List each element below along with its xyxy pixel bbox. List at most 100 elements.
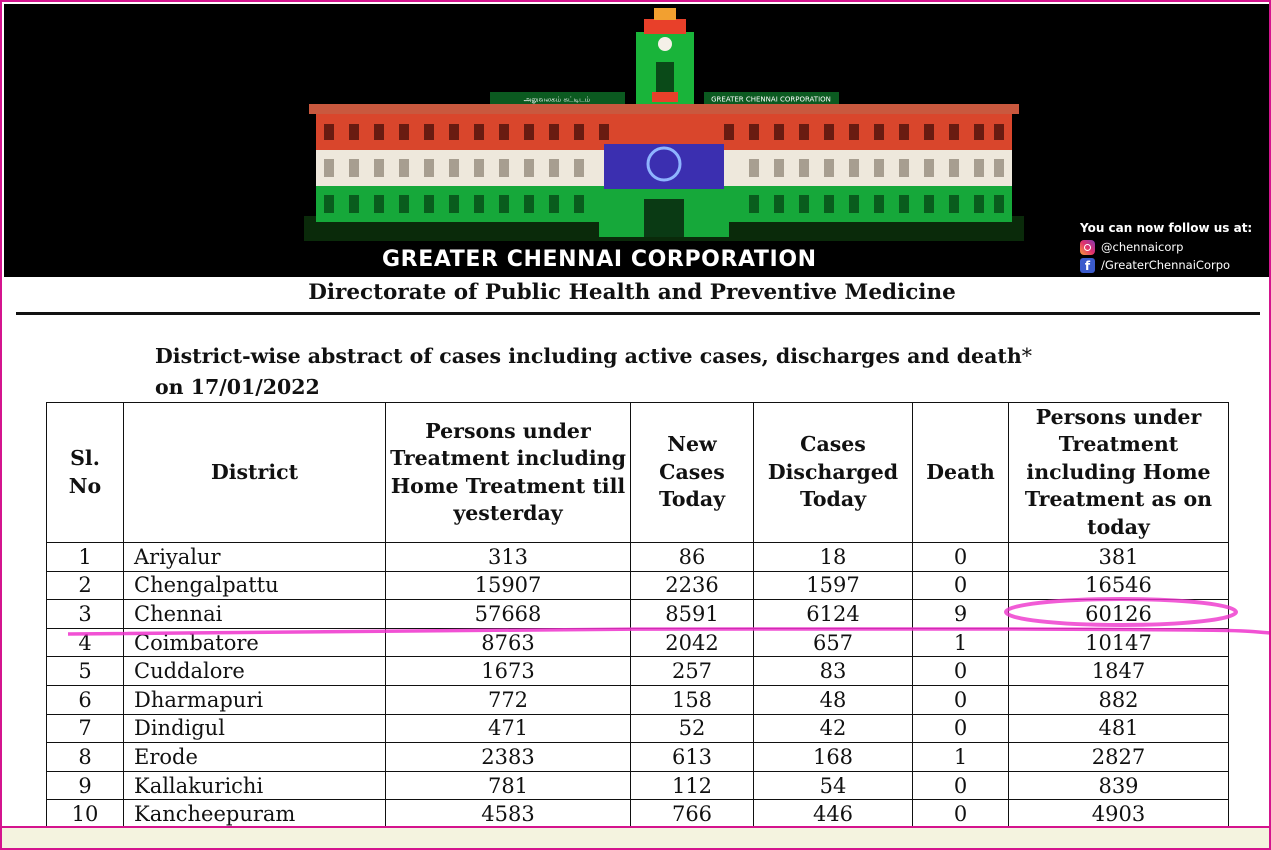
discharged-cell: 83 <box>753 656 913 686</box>
district-cell: Ariyalur <box>123 542 386 572</box>
district-cell: Kallakurichi <box>123 770 386 801</box>
treatment-yesterday-cell: 2383 <box>385 742 631 772</box>
sl-no-cell: 10 <box>46 799 124 826</box>
new-cases-cell: 158 <box>630 684 754 715</box>
death-cell: 1 <box>912 627 1009 658</box>
discharged-cell: 446 <box>753 799 913 826</box>
subtitle-line1: District-wise abstract of cases includin… <box>155 344 1022 368</box>
treatment-yesterday-cell: 4583 <box>385 799 631 826</box>
building-illustration: அலுவலகம் கட்டிடம் GREATER CHENNAI CORPOR… <box>4 4 1269 277</box>
follow-heading: You can now follow us at: <box>1080 221 1253 235</box>
sl-no-cell: 8 <box>46 742 124 772</box>
table-row: 8 Erode 2383 613 168 1 2827 <box>46 742 1229 772</box>
table-row: 4 Coimbatore 8763 2042 657 1 10147 <box>46 627 1229 658</box>
facebook-handle: /GreaterChennaiCorpo <box>1101 258 1231 272</box>
subtitle-asterisk: * <box>1021 344 1033 368</box>
table-row: 5 Cuddalore 1673 257 83 0 1847 <box>46 656 1229 686</box>
sl-no-cell: 5 <box>46 656 124 686</box>
new-cases-cell: 8591 <box>630 599 754 629</box>
instagram-link[interactable]: @chennaicorp <box>1080 238 1252 256</box>
sl-no-cell: 1 <box>46 542 124 572</box>
discharged-cell: 657 <box>753 627 913 658</box>
discharged-cell: 42 <box>753 713 913 744</box>
death-cell: 0 <box>912 770 1009 801</box>
sl-no-cell: 9 <box>46 770 124 801</box>
sl-no-cell: 6 <box>46 684 124 715</box>
treatment-today-cell: 839 <box>1008 770 1229 801</box>
discharged-cell: 54 <box>753 770 913 801</box>
bottom-bar <box>0 826 1271 850</box>
district-cell: Dindigul <box>123 713 386 744</box>
treatment-yesterday-cell: 772 <box>385 684 631 715</box>
instagram-icon <box>1080 239 1095 255</box>
death-cell: 0 <box>912 713 1009 744</box>
new-cases-cell: 2042 <box>630 627 754 658</box>
discharged-cell: 6124 <box>753 599 913 629</box>
treatment-yesterday-cell: 57668 <box>385 599 631 629</box>
report-subtitle: District-wise abstract of cases includin… <box>155 341 1032 403</box>
treatment-yesterday-cell: 15907 <box>385 570 631 601</box>
treatment-today-cell: 16546 <box>1008 570 1229 601</box>
sign-right: GREATER CHENNAI CORPORATION <box>711 96 831 104</box>
table-row: 9 Kallakurichi 781 112 54 0 839 <box>46 770 1229 801</box>
treatment-today-cell: 1847 <box>1008 656 1229 686</box>
new-cases-cell: 86 <box>630 542 754 572</box>
death-cell: 0 <box>912 542 1009 572</box>
facebook-link[interactable]: f /GreaterChennaiCorpo <box>1080 256 1252 274</box>
discharged-cell: 48 <box>753 684 913 715</box>
new-cases-cell: 766 <box>630 799 754 826</box>
treatment-today-cell: 60126 <box>1008 599 1229 629</box>
district-cell: Chennai <box>123 599 386 629</box>
table-row: 7 Dindigul 471 52 42 0 481 <box>46 713 1229 744</box>
table-row: 6 Dharmapuri 772 158 48 0 882 <box>46 684 1229 715</box>
treatment-today-cell: 882 <box>1008 684 1229 715</box>
treatment-today-cell: 10147 <box>1008 627 1229 658</box>
header-treatment-today: Persons under Treatment including Home T… <box>1008 402 1229 543</box>
new-cases-cell: 257 <box>630 656 754 686</box>
treatment-yesterday-cell: 8763 <box>385 627 631 658</box>
social-follow: You can now follow us at: @chennaicorp f… <box>1080 218 1252 274</box>
discharged-cell: 1597 <box>753 570 913 601</box>
header-new-cases: New Cases Today <box>630 402 754 543</box>
new-cases-cell: 2236 <box>630 570 754 601</box>
document-frame: அலுவலகம் கட்டிடம் GREATER CHENNAI CORPOR… <box>0 0 1271 826</box>
treatment-today-cell: 4903 <box>1008 799 1229 826</box>
header-discharged: Cases Discharged Today <box>753 402 913 543</box>
organization-title: GREATER CHENNAI CORPORATION <box>382 247 817 272</box>
district-cell: Dharmapuri <box>123 684 386 715</box>
treatment-today-cell: 2827 <box>1008 742 1229 772</box>
death-cell: 0 <box>912 570 1009 601</box>
report-date: on 17/01/2022 <box>155 375 320 399</box>
treatment-yesterday-cell: 1673 <box>385 656 631 686</box>
header-death: Death <box>912 402 1009 543</box>
death-cell: 1 <box>912 742 1009 772</box>
treatment-today-cell: 481 <box>1008 713 1229 744</box>
treatment-yesterday-cell: 471 <box>385 713 631 744</box>
death-cell: 0 <box>912 684 1009 715</box>
death-cell: 0 <box>912 799 1009 826</box>
banner: அலுவலகம் கட்டிடம் GREATER CHENNAI CORPOR… <box>4 4 1269 277</box>
death-cell: 9 <box>912 599 1009 629</box>
directorate-heading: Directorate of Public Health and Prevent… <box>308 280 956 305</box>
new-cases-cell: 112 <box>630 770 754 801</box>
sl-no-cell: 2 <box>46 570 124 601</box>
district-cell: Coimbatore <box>123 627 386 658</box>
district-cell: Cuddalore <box>123 656 386 686</box>
district-cell: Kancheepuram <box>123 799 386 826</box>
table-row: 3 Chennai 57668 8591 6124 9 60126 <box>46 599 1229 629</box>
death-cell: 0 <box>912 656 1009 686</box>
header-district: District <box>123 402 386 543</box>
new-cases-cell: 52 <box>630 713 754 744</box>
table-row: 2 Chengalpattu 15907 2236 1597 0 16546 <box>46 570 1229 601</box>
table-row: 10 Kancheepuram 4583 766 446 0 4903 <box>46 799 1229 826</box>
treatment-yesterday-cell: 781 <box>385 770 631 801</box>
discharged-cell: 18 <box>753 542 913 572</box>
district-cell: Erode <box>123 742 386 772</box>
discharged-cell: 168 <box>753 742 913 772</box>
new-cases-cell: 613 <box>630 742 754 772</box>
sign-left: அலுவலகம் கட்டிடம் <box>524 96 591 104</box>
sl-no-cell: 7 <box>46 713 124 744</box>
table-row: 1 Ariyalur 313 86 18 0 381 <box>46 542 1229 572</box>
district-cases-table: Sl. No District Persons under Treatment … <box>46 402 1229 826</box>
sl-no-cell: 3 <box>46 599 124 629</box>
